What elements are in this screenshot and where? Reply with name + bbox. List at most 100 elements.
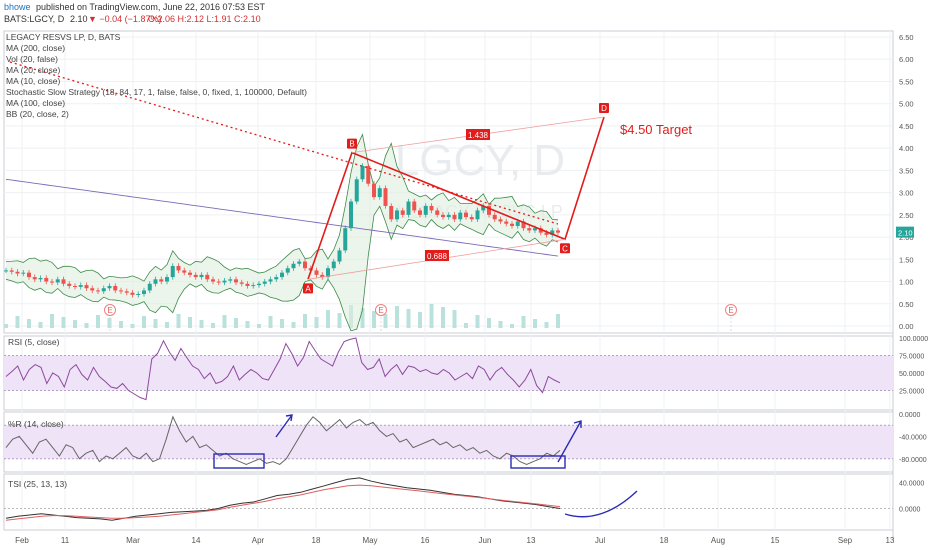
event-marker xyxy=(725,304,737,316)
candle-body xyxy=(176,265,181,271)
candle-body xyxy=(487,205,491,215)
tsi-signal-line xyxy=(5,484,561,521)
candle-body xyxy=(538,228,543,233)
y-tick-label: 3.00 xyxy=(899,189,914,198)
candle-body xyxy=(527,228,532,231)
volume-bar xyxy=(337,313,342,328)
candle-body xyxy=(366,165,371,184)
candle-body xyxy=(492,214,497,220)
candle-body xyxy=(550,230,555,235)
candle-body xyxy=(251,285,256,287)
candle-body xyxy=(418,210,422,215)
candle-body xyxy=(383,188,388,206)
candle-body xyxy=(400,210,405,215)
volume-bar xyxy=(234,318,238,328)
y-tick-label: 6.50 xyxy=(899,33,914,42)
volume-bar xyxy=(153,319,158,328)
candle-body xyxy=(44,277,49,282)
candle-body xyxy=(303,261,307,269)
x-tick-label: 15 xyxy=(771,536,780,545)
event-label: E xyxy=(728,306,733,315)
legend-item: LEGACY RESVS LP, D, BATS xyxy=(6,32,121,42)
rsi-y-tick: 50.0000 xyxy=(899,371,924,378)
candle-body xyxy=(320,274,325,278)
publisher-link[interactable]: bhowe xyxy=(4,2,31,12)
volume-bar xyxy=(15,316,20,328)
projected-curve xyxy=(564,490,638,518)
candle-body xyxy=(199,274,204,278)
candle-body xyxy=(142,290,146,294)
candle-body xyxy=(257,283,261,286)
candle-body xyxy=(239,282,244,284)
legend-item: MA (100, close) xyxy=(6,98,65,108)
candle-body xyxy=(211,279,215,282)
rsi-panel xyxy=(4,337,893,401)
tsi-y-tick: 40.0000 xyxy=(899,481,924,488)
williams-r-panel xyxy=(4,414,893,469)
candle-body xyxy=(475,210,480,220)
candle-body xyxy=(510,223,514,226)
x-tick-label: May xyxy=(362,536,377,545)
volume-bar xyxy=(464,323,468,328)
x-tick-label: Jul xyxy=(595,536,605,545)
candle-body xyxy=(377,188,382,198)
candle-body xyxy=(147,283,152,291)
bollinger-band-fill xyxy=(6,134,558,331)
candle-body xyxy=(130,292,135,295)
candle-body xyxy=(205,274,210,280)
candle-body xyxy=(15,271,20,274)
y-tick-label: 1.00 xyxy=(899,278,914,287)
candle-body xyxy=(533,228,537,231)
candle-body xyxy=(464,212,468,218)
candle-body xyxy=(9,270,14,272)
volume-bar xyxy=(96,315,100,328)
candle-body xyxy=(268,279,273,282)
wr-y-tick: -80.0000 xyxy=(899,457,927,464)
oversold-box-left xyxy=(213,453,265,469)
rsi-line xyxy=(5,337,561,401)
candle-body xyxy=(544,232,549,235)
bollinger-upper xyxy=(5,133,559,282)
candle-body xyxy=(441,214,445,218)
volume-bar xyxy=(4,324,8,328)
candle-body xyxy=(165,277,169,282)
x-tick-label: 11 xyxy=(61,536,70,545)
price-panel: A B C D 1.438 0.688 E E E xyxy=(4,61,737,333)
chart-header: bhowe published on TradingView.com, June… xyxy=(0,0,932,30)
volume-bar xyxy=(38,322,43,328)
y-tick-label: 6.00 xyxy=(899,55,914,64)
candle-body xyxy=(90,288,95,291)
volume-bar xyxy=(475,315,480,328)
volume-bar xyxy=(27,319,31,328)
pattern-point-badge xyxy=(303,283,313,294)
target-annotation: $4.50 Target xyxy=(620,122,692,137)
volume-bar xyxy=(418,312,422,328)
candle-body xyxy=(504,221,509,224)
watermark-symbol: LGCY, D xyxy=(395,136,565,185)
volume-bar xyxy=(360,308,365,328)
volume-bar xyxy=(383,314,388,328)
candle-body xyxy=(245,283,250,286)
candle-body xyxy=(73,285,77,287)
candle-body xyxy=(556,230,560,233)
candle-body xyxy=(84,285,89,289)
candle-body xyxy=(4,270,8,272)
candle-body xyxy=(159,279,164,282)
event-label: E xyxy=(107,306,112,315)
candle-body xyxy=(222,280,227,283)
ratio-label: 0.688 xyxy=(427,252,448,261)
x-tick-label: Sep xyxy=(838,536,853,545)
pattern-point-label: B xyxy=(349,140,354,149)
y-tick-label: 1.50 xyxy=(899,255,914,264)
last-price-label: 2.10 xyxy=(898,229,913,238)
candle-body xyxy=(452,214,457,220)
candle-body xyxy=(234,279,238,283)
volume-bar xyxy=(429,304,434,328)
legend-item: MA (200, close) xyxy=(6,43,65,53)
ratio-badge xyxy=(466,129,490,140)
candle-body xyxy=(469,217,474,220)
candle-body xyxy=(337,250,342,262)
legend-item: MA (20, close) xyxy=(6,65,60,75)
